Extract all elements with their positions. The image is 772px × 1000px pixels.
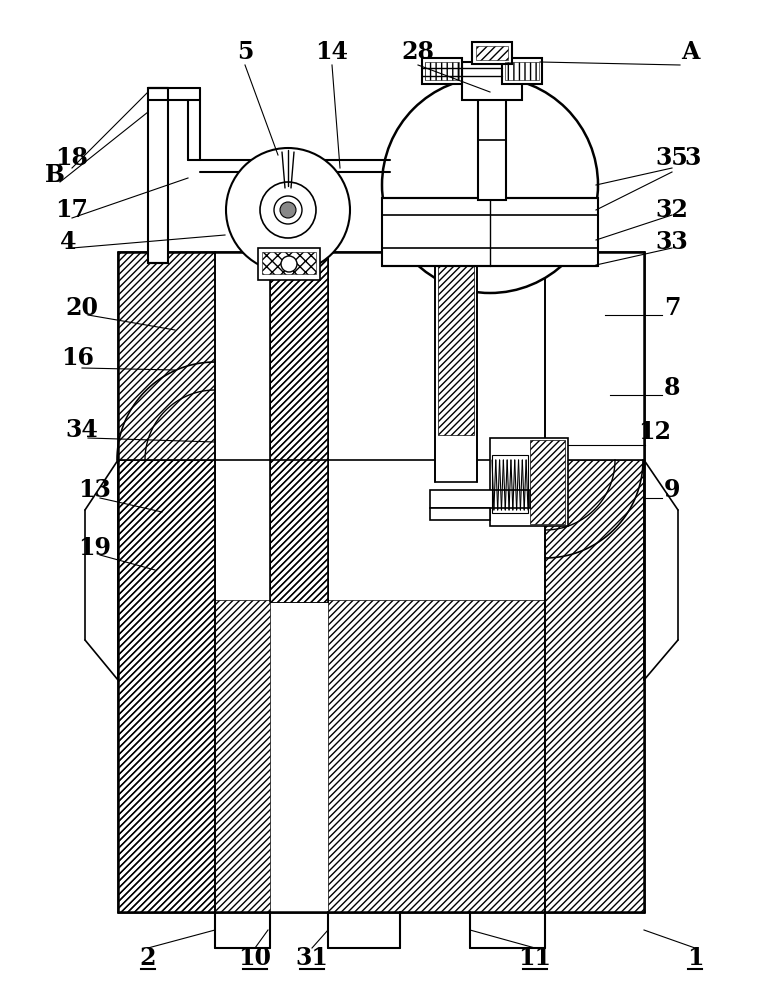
Text: 5: 5 bbox=[237, 40, 253, 64]
Text: 3: 3 bbox=[685, 146, 701, 170]
Bar bbox=[258, 248, 320, 280]
Text: 2: 2 bbox=[140, 946, 156, 970]
Text: 12: 12 bbox=[638, 420, 672, 444]
Polygon shape bbox=[545, 252, 644, 460]
Bar bbox=[148, 88, 168, 263]
Text: 16: 16 bbox=[62, 346, 94, 370]
Text: 13: 13 bbox=[79, 478, 111, 502]
Text: A: A bbox=[681, 40, 699, 64]
Circle shape bbox=[281, 256, 297, 272]
Bar bbox=[435, 252, 477, 482]
Polygon shape bbox=[118, 252, 215, 460]
Bar bbox=[545, 252, 645, 912]
Bar bbox=[270, 252, 328, 602]
Circle shape bbox=[260, 182, 316, 238]
Circle shape bbox=[382, 77, 598, 293]
Bar bbox=[492, 455, 528, 513]
Text: 14: 14 bbox=[316, 40, 348, 64]
Text: 34: 34 bbox=[66, 418, 99, 442]
Bar bbox=[262, 252, 316, 274]
Text: 4: 4 bbox=[59, 230, 76, 254]
Text: 28: 28 bbox=[401, 40, 435, 64]
Circle shape bbox=[280, 202, 296, 218]
Bar bbox=[215, 252, 315, 912]
Text: 32: 32 bbox=[655, 198, 689, 222]
Text: 20: 20 bbox=[66, 296, 99, 320]
Bar bbox=[530, 440, 565, 524]
Text: 9: 9 bbox=[664, 478, 680, 502]
Bar bbox=[502, 58, 542, 84]
Bar bbox=[476, 46, 508, 60]
Bar bbox=[505, 62, 539, 80]
Bar bbox=[545, 600, 645, 912]
Bar bbox=[430, 508, 490, 520]
Bar bbox=[438, 255, 474, 435]
Bar bbox=[490, 438, 568, 526]
Bar bbox=[462, 62, 522, 100]
Text: 11: 11 bbox=[519, 946, 551, 970]
Bar bbox=[430, 490, 530, 508]
Bar bbox=[422, 58, 462, 84]
Text: B: B bbox=[45, 163, 65, 187]
Text: 35: 35 bbox=[655, 146, 689, 170]
Text: 31: 31 bbox=[296, 946, 328, 970]
Polygon shape bbox=[118, 460, 644, 912]
Text: 7: 7 bbox=[664, 296, 680, 320]
Bar bbox=[215, 252, 545, 912]
Circle shape bbox=[226, 148, 350, 272]
Bar bbox=[118, 252, 644, 912]
Text: 33: 33 bbox=[655, 230, 689, 254]
Text: 18: 18 bbox=[56, 146, 89, 170]
Text: 1: 1 bbox=[687, 946, 703, 970]
Bar bbox=[328, 600, 545, 912]
Bar bbox=[472, 42, 512, 64]
Bar bbox=[425, 62, 459, 80]
Text: 19: 19 bbox=[79, 536, 111, 560]
Bar bbox=[328, 252, 545, 912]
Text: 10: 10 bbox=[239, 946, 272, 970]
Bar bbox=[270, 252, 328, 602]
Bar bbox=[215, 252, 270, 912]
Bar bbox=[382, 198, 598, 266]
Bar bbox=[215, 600, 270, 912]
Text: 17: 17 bbox=[56, 198, 89, 222]
Bar bbox=[478, 95, 506, 200]
Circle shape bbox=[274, 196, 302, 224]
Text: 8: 8 bbox=[664, 376, 680, 400]
